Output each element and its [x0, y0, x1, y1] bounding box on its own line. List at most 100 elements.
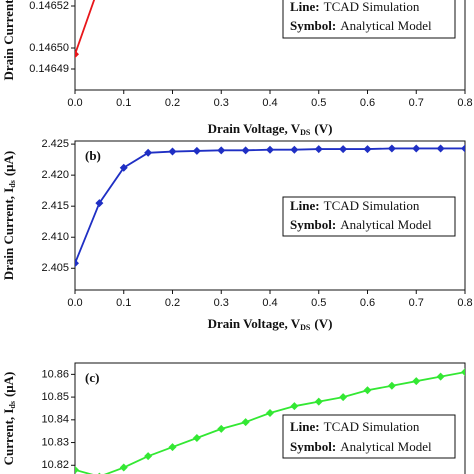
- x-tick-label: 0.0: [67, 97, 82, 109]
- x-label-main: Drain Voltage, V: [208, 121, 301, 136]
- marker: [241, 418, 250, 427]
- x-label-unit: (V): [314, 121, 332, 136]
- marker: [119, 463, 128, 472]
- y-label-unit: (μA): [1, 151, 16, 176]
- marker: [192, 434, 201, 442]
- marker: [436, 372, 445, 381]
- legend-key: Line:: [290, 0, 320, 14]
- data: [75, 0, 96, 59]
- series-line: [75, 0, 96, 55]
- legend-text: TCAD Simulation: [324, 198, 420, 213]
- x-label-unit: (V): [314, 316, 332, 331]
- marker: [363, 386, 372, 395]
- y-tick-label: 2.420: [41, 169, 69, 181]
- x-tick-label: 0.6: [360, 297, 375, 309]
- x-tick-label: 0.2: [165, 297, 180, 309]
- marker: [75, 259, 79, 268]
- marker: [75, 50, 79, 59]
- y-tick-label: 0.14650: [29, 42, 69, 54]
- panel: 2.425 2.420 2.415 2.410 2.405 0.0 0.1 0.2 0.3 0.4…: [1, 138, 473, 332]
- y-label-sub: ds: [8, 180, 17, 188]
- legend-entry: Line: TCAD Simulation: [290, 419, 420, 434]
- y-axis-label: Drain Current: [1, 0, 16, 81]
- x-axis-label: Drain Voltage, VDS (V): [208, 316, 333, 332]
- legend-box: [282, 414, 456, 459]
- legend-entry: Symbol: Analytical Model: [290, 439, 432, 454]
- marker: [314, 397, 323, 406]
- marker: [461, 144, 465, 153]
- marker: [168, 443, 177, 452]
- x-tick-label: 0.8: [457, 97, 472, 109]
- y-tick-label: 0.14649: [29, 63, 69, 75]
- y-tick-label: 2.425: [41, 138, 69, 150]
- marker: [412, 377, 421, 386]
- y-label-main: Current, I: [1, 409, 16, 466]
- marker: [387, 381, 396, 390]
- y-label-main: Drain Current, I: [1, 188, 16, 281]
- marker: [363, 145, 372, 154]
- marker: [314, 145, 323, 154]
- y-tick-label: 2.410: [41, 231, 69, 243]
- legend-text: Analytical Model: [340, 217, 432, 232]
- panel: 0.14652 0.14650 0.14649 0.0 0.1 0.2 0.3 0.4 0.5 0…: [1, 0, 473, 137]
- legend-key: Symbol:: [290, 217, 336, 232]
- marker: [436, 144, 445, 153]
- y-tick-label: 10.86: [41, 368, 69, 380]
- panel: 10.86 10.85 10.84 10.83 10.82 Current, Ids (μA…: [1, 362, 466, 474]
- x-tick-label: 0.5: [311, 97, 326, 109]
- legend-text: TCAD Simulation: [324, 419, 420, 434]
- y-tick-label: 2.415: [41, 200, 69, 212]
- marker: [119, 163, 128, 172]
- legend-text: Analytical Model: [340, 18, 432, 33]
- y-tick-label: 10.85: [41, 391, 69, 403]
- legend-entry: Symbol: Analytical Model: [290, 217, 432, 232]
- data: [75, 368, 465, 474]
- x-tick-label: 0.8: [457, 297, 472, 309]
- x-tick-label: 0.3: [214, 97, 229, 109]
- marker: [412, 144, 421, 153]
- y-tick-label: 2.405: [41, 262, 69, 274]
- y-axis-label: Drain Current, Ids (μA): [1, 151, 17, 281]
- x-tick-label: 0.7: [409, 97, 424, 109]
- marker: [266, 145, 274, 154]
- marker: [217, 424, 226, 433]
- x-tick-label: 0.7: [409, 297, 424, 309]
- x-tick-label: 0.1: [116, 97, 131, 109]
- legend-key: Line:: [290, 419, 320, 434]
- marker: [461, 368, 465, 377]
- y-label-unit: (μA): [1, 372, 16, 397]
- marker: [266, 409, 274, 417]
- marker: [290, 145, 299, 154]
- y-label-sub: ds: [8, 401, 17, 409]
- x-label-sub: DS: [300, 323, 311, 332]
- legend-entry: Symbol: Analytical Model: [290, 18, 432, 33]
- marker: [144, 452, 153, 461]
- legend-key: Symbol:: [290, 18, 336, 33]
- legend-box: [282, 0, 456, 39]
- marker: [75, 465, 79, 474]
- marker: [168, 147, 177, 156]
- x-tick-label: 0.3: [214, 297, 229, 309]
- legend-text: Analytical Model: [340, 439, 432, 454]
- panel-label: (c): [85, 370, 99, 385]
- legend-key: Symbol:: [290, 439, 336, 454]
- x-label-sub: DS: [300, 128, 311, 137]
- legend-entry: Line: TCAD Simulation: [290, 0, 420, 14]
- y-tick-label: 10.82: [41, 459, 69, 471]
- y-tick-label: 10.84: [41, 414, 69, 426]
- marker: [144, 148, 153, 157]
- x-tick-label: 0.0: [67, 297, 82, 309]
- y-axis-label: Current, Ids (μA): [1, 372, 17, 466]
- panel-label: (b): [85, 148, 101, 163]
- marker: [192, 146, 201, 155]
- data: [75, 144, 465, 268]
- marker: [339, 145, 348, 154]
- y-label-main: Drain Current: [1, 0, 16, 81]
- x-axis-label: Drain Voltage, VDS (V): [208, 121, 333, 137]
- legend-key: Line:: [290, 198, 320, 213]
- x-tick-label: 0.4: [262, 97, 277, 109]
- x-tick-label: 0.4: [262, 297, 277, 309]
- marker: [241, 146, 250, 155]
- marker: [217, 146, 226, 155]
